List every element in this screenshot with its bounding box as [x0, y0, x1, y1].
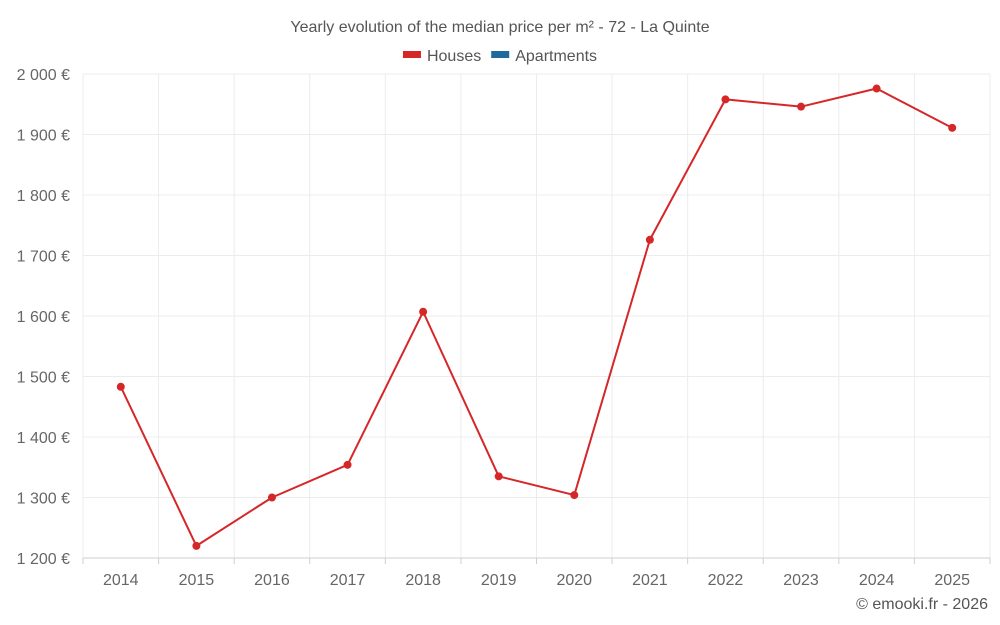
- data-point-houses[interactable]: [872, 84, 881, 93]
- legend-label-houses[interactable]: Houses: [427, 48, 481, 65]
- y-axis: 1 200 € 1 300 € 1 400 € 1 500 € 1 600 € 1 700…: [17, 67, 70, 568]
- x-tick-label: 2024: [859, 572, 895, 589]
- x-tick-label: 2020: [556, 572, 592, 589]
- y-tick-label: 2 000 €: [17, 67, 70, 84]
- x-tick-label: 2015: [179, 572, 215, 589]
- x-tick-label: 2017: [330, 572, 366, 589]
- credit-text: © emooki.fr - 2026: [856, 596, 988, 613]
- grid: [82, 73, 991, 558]
- y-tick-label: 1 400 €: [17, 430, 70, 447]
- data-point-houses[interactable]: [116, 382, 125, 391]
- series-line-houses: [119, 87, 953, 547]
- data-point-houses[interactable]: [645, 235, 654, 244]
- y-tick-label: 1 500 €: [17, 370, 70, 387]
- data-point-houses[interactable]: [343, 460, 352, 469]
- legend-swatch-houses: [402, 51, 421, 58]
- x-axis: 2014 2015 2016 2017 2018 2019 2020 2021 2022 2023…: [82, 557, 991, 589]
- y-tick-label: 1 300 €: [17, 491, 70, 508]
- legend-swatch-apartments: [491, 51, 510, 58]
- x-tick-label: 2019: [481, 572, 517, 589]
- chart-title: Yearly evolution of the median price per…: [290, 19, 709, 36]
- data-point-houses[interactable]: [948, 123, 957, 132]
- x-tick-label: 2021: [632, 572, 668, 589]
- data-point-houses[interactable]: [570, 491, 579, 500]
- y-tick-label: 1 900 €: [17, 128, 70, 145]
- data-point-houses[interactable]: [494, 472, 503, 481]
- legend: Houses Apartments: [402, 48, 597, 65]
- data-point-houses[interactable]: [797, 102, 806, 111]
- legend-label-apartments[interactable]: Apartments: [515, 48, 597, 65]
- series-layer: [116, 84, 957, 550]
- x-tick-label: 2023: [783, 572, 819, 589]
- y-tick-label: 1 200 €: [17, 551, 70, 568]
- data-point-houses[interactable]: [721, 95, 730, 104]
- x-tick-label: 2014: [103, 572, 139, 589]
- y-tick-label: 1 600 €: [17, 309, 70, 326]
- y-tick-label: 1 800 €: [17, 188, 70, 205]
- y-tick-label: 1 700 €: [17, 249, 70, 266]
- x-tick-label: 2016: [254, 572, 290, 589]
- x-tick-label: 2025: [934, 572, 970, 589]
- data-point-houses[interactable]: [192, 541, 201, 550]
- data-point-houses[interactable]: [419, 307, 428, 316]
- x-tick-label: 2022: [708, 572, 744, 589]
- data-point-houses[interactable]: [267, 493, 276, 502]
- x-tick-label: 2018: [405, 572, 441, 589]
